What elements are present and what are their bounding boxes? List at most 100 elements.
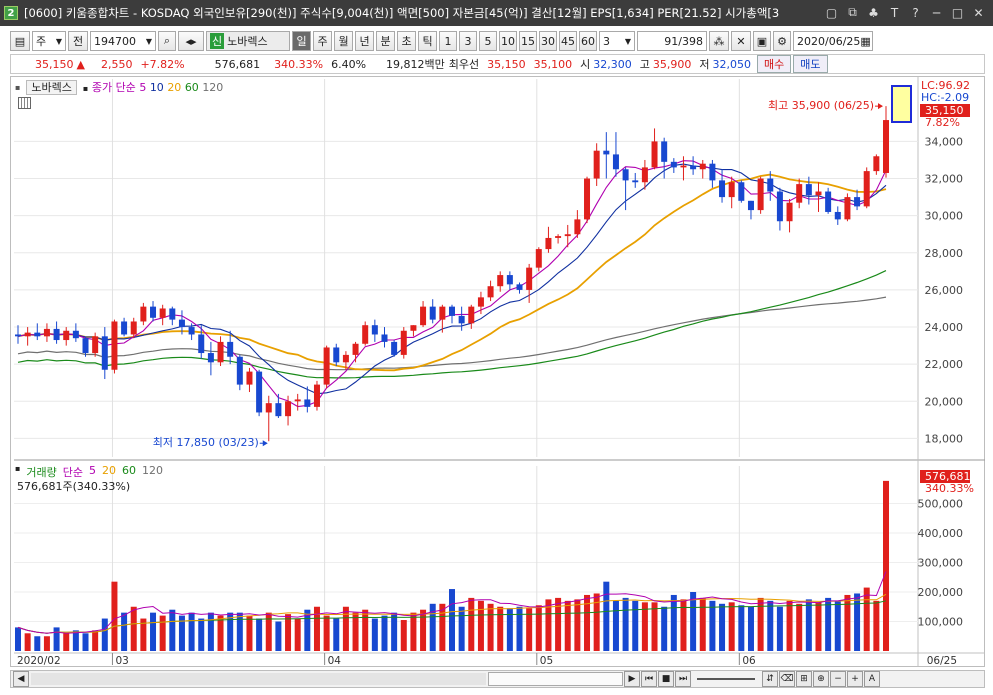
tool-icon[interactable]: ✕ <box>731 31 751 51</box>
app-icon: 2 <box>4 6 18 20</box>
interval-10[interactable]: 10 <box>499 31 517 51</box>
layout-icon[interactable]: ▤ <box>10 31 30 51</box>
interval-60[interactable]: 60 <box>579 31 597 51</box>
high-label: 고 <box>639 58 650 71</box>
interval-select[interactable]: 3 ▼ <box>599 31 635 51</box>
tile-icon[interactable]: ♣ <box>868 5 879 20</box>
trade-amount: 19,812백만 <box>386 58 445 71</box>
volume-value: 576,681 <box>214 57 261 71</box>
ask-price: 35,150 <box>487 57 526 71</box>
calendar-icon[interactable]: ▦ <box>860 34 871 48</box>
up-arrow-icon: ▲ <box>76 57 85 71</box>
close-icon[interactable]: ✕ <box>973 5 984 20</box>
period-second[interactable]: 초 <box>397 31 416 51</box>
scroll-left-icon[interactable]: ◀ <box>13 671 29 687</box>
gear-icon[interactable]: ⚙ <box>773 31 791 51</box>
interval-3[interactable]: 3 <box>459 31 477 51</box>
interval-30[interactable]: 30 <box>539 31 557 51</box>
price-change-pct: +7.82% <box>140 57 185 71</box>
interval-45[interactable]: 45 <box>559 31 577 51</box>
save-icon[interactable]: ▣ <box>753 31 771 51</box>
grid-icon[interactable] <box>18 97 31 109</box>
period-year[interactable]: 년 <box>355 31 374 51</box>
ma-square-icon: ▪ <box>82 84 89 93</box>
chart-area[interactable] <box>10 76 985 667</box>
collapse-icon[interactable]: ▪ <box>15 82 21 92</box>
ma-legend: ▪ 종가 단순 5 10 20 60 120 <box>83 79 223 95</box>
count-input[interactable]: 91/398 <box>637 31 707 51</box>
volume-ratio: 340.33% <box>274 57 324 71</box>
ma5-label: 5 <box>139 81 147 94</box>
interval-1[interactable]: 1 <box>439 31 457 51</box>
ma10-label: 10 <box>149 81 164 94</box>
volume-square-icon: ▪ <box>15 464 21 473</box>
zoom-in-icon[interactable]: + <box>847 671 863 687</box>
new-badge: 신 <box>210 33 225 49</box>
scroll-track[interactable] <box>31 673 486 685</box>
stock-name-field: 신 노바렉스 <box>206 31 290 51</box>
eraser-icon[interactable]: ⌫ <box>779 671 795 687</box>
current-price: 35,150 <box>35 57 74 71</box>
legend-stock-name[interactable]: 노바렉스 <box>26 79 77 95</box>
open-price: 32,300 <box>593 57 632 71</box>
stock-code-value: 194700 <box>94 34 136 48</box>
vol-ma-label: 단순 <box>62 466 84 479</box>
rewind-icon[interactable]: ⏮ <box>641 671 657 687</box>
prev-button[interactable]: 전 <box>68 31 88 51</box>
turnover-rate: 6.40% <box>331 57 367 71</box>
sell-button[interactable]: 매도 <box>793 55 828 73</box>
chevron-down-icon: ▼ <box>624 36 631 46</box>
count-total: /398 <box>678 34 703 48</box>
minimize-icon[interactable]: ─ <box>932 5 941 20</box>
low-price: 32,050 <box>712 57 752 71</box>
volume-value-note: 576,681주(340.33%) <box>17 480 131 493</box>
date-input[interactable]: 2020/06/25 ▦ <box>793 31 873 51</box>
ma-label: 종가 단순 <box>91 81 136 94</box>
sound-icon[interactable]: ◂▸ <box>178 31 204 51</box>
chevron-down-icon: ▼ <box>145 36 152 46</box>
maximize-icon[interactable]: □ <box>951 5 964 20</box>
forward-icon[interactable]: ⏭ <box>675 671 691 687</box>
search-icon[interactable]: ⌕ <box>158 31 176 51</box>
stop-icon[interactable]: ■ <box>658 671 674 687</box>
scroll-right-icon[interactable]: ▶ <box>624 671 640 687</box>
sort-icon[interactable]: ⇵ <box>762 671 778 687</box>
stock-name: 노바렉스 <box>227 35 268 48</box>
title-bar: 2 [0600] 키움종합차트 - KOSDAQ 외국인보유[290(천)] 주… <box>0 0 993 26</box>
price-change: 2,550 <box>100 57 133 71</box>
auto-scale-icon[interactable]: A <box>864 671 880 687</box>
ma60-label: 60 <box>184 81 199 94</box>
font-icon[interactable]: T <box>890 5 899 20</box>
period-minute[interactable]: 분 <box>376 31 395 51</box>
new-window-icon[interactable]: ⧉ <box>848 5 857 19</box>
period-type-value: 주 <box>36 35 47 48</box>
vol-ma60-label: 60 <box>122 464 137 477</box>
ma20-label: 20 <box>167 81 182 94</box>
period-month[interactable]: 월 <box>334 31 353 51</box>
ruler-icon[interactable]: ⊞ <box>796 671 812 687</box>
pin-icon[interactable]: ⊕ <box>813 671 829 687</box>
chevron-down-icon: ▼ <box>55 36 62 46</box>
scroll-thumb[interactable] <box>488 672 623 686</box>
help-icon[interactable]: ? <box>912 5 919 20</box>
compare-icon[interactable]: ⁂ <box>709 31 729 51</box>
period-week[interactable]: 주 <box>313 31 332 51</box>
restore-icon[interactable]: ▢ <box>825 5 838 20</box>
volume-title: 거래량 <box>26 466 57 479</box>
volume-legend: ▪ 거래량 단순 5 20 60 120 <box>15 464 163 480</box>
chart-scrollbar[interactable]: ◀ ▶ ⏮ ■ ⏭ ⇵ ⌫ ⊞ ⊕ − + A <box>10 670 985 688</box>
vol-ma120-label: 120 <box>142 464 164 477</box>
period-day[interactable]: 일 <box>292 31 311 51</box>
interval-15[interactable]: 15 <box>519 31 537 51</box>
period-tick[interactable]: 틱 <box>418 31 437 51</box>
vol-ma5-label: 5 <box>89 464 97 477</box>
window-title: [0600] 키움종합차트 - KOSDAQ 외국인보유[290(천)] 주식수… <box>24 6 780 20</box>
buy-button[interactable]: 매수 <box>757 55 792 73</box>
zoom-out-icon[interactable]: − <box>830 671 846 687</box>
zoom-slider[interactable] <box>697 678 755 680</box>
interval-value: 3 <box>603 34 610 48</box>
interval-5[interactable]: 5 <box>479 31 497 51</box>
period-type-select[interactable]: 주 ▼ <box>32 31 66 51</box>
stock-code-input[interactable]: 194700 ▼ <box>90 31 156 51</box>
date-value: 2020/06/25 <box>797 34 861 48</box>
